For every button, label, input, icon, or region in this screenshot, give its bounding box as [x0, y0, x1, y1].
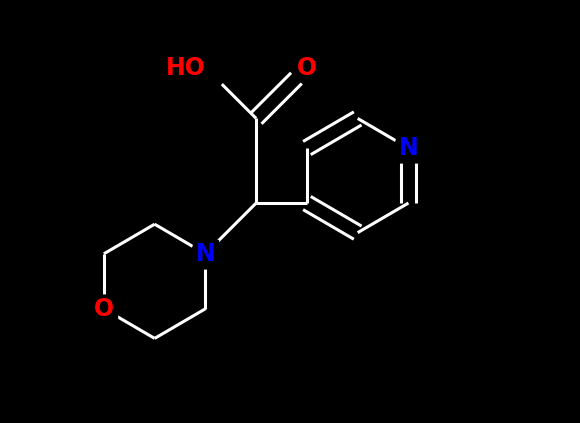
Bar: [184, 54, 227, 81]
Bar: [396, 135, 421, 162]
Bar: [91, 295, 117, 322]
Text: O: O: [297, 56, 317, 80]
Text: N: N: [398, 136, 418, 160]
Text: HO: HO: [165, 56, 205, 80]
Bar: [294, 54, 320, 81]
Bar: [193, 240, 218, 267]
Text: O: O: [94, 297, 114, 321]
Text: N: N: [195, 242, 215, 266]
